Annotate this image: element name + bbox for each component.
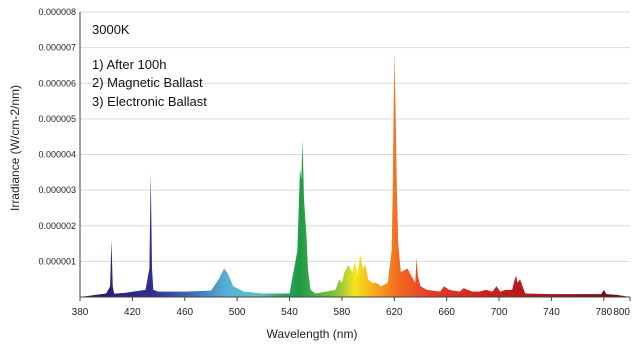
y-tick-label: 0.000001 (38, 256, 76, 266)
y-tick-label: 0.000005 (38, 114, 76, 124)
x-tick-label: 420 (124, 307, 141, 318)
x-tick-label: 460 (176, 307, 193, 318)
x-tick-label: 660 (438, 307, 455, 318)
x-tick-labels: 380 420 460 500 540 580 620 660 700 740 780 800 (72, 297, 631, 318)
y-tick-label: 0.000007 (38, 43, 76, 53)
gridlines (80, 11, 630, 262)
x-tick-label: 800 (613, 307, 630, 318)
x-axis-title: Wavelength (nm) (267, 327, 358, 341)
annotation-cct: 3000K (92, 22, 130, 37)
annotation-electronic-ballast: 3) Electronic Ballast (92, 94, 207, 109)
y-axis-title: Irradiance (W/cm-2/nm) (8, 85, 22, 211)
x-tick-label: 780 (595, 307, 612, 318)
y-tick-labels: 0.000001 0.000002 0.000003 0.000004 0.000005… (38, 7, 76, 266)
y-tick-label: 0.000004 (38, 150, 76, 160)
x-tick-label: 540 (281, 307, 298, 318)
y-tick-label: 0.000002 (38, 221, 76, 231)
x-tick-label: 580 (334, 307, 351, 318)
annotation-magnetic-ballast: 2) Magnetic Ballast (92, 75, 203, 90)
y-tick-label: 0.000003 (38, 185, 76, 195)
y-tick-label: 0.000006 (38, 78, 76, 88)
annotation-after-100h: 1) After 100h (92, 57, 166, 72)
y-tick-label: 0.000008 (38, 7, 76, 17)
x-tick-label: 500 (229, 307, 246, 318)
x-tick-label: 700 (491, 307, 508, 318)
x-tick-label: 740 (543, 307, 560, 318)
x-tick-label: 620 (386, 307, 403, 318)
x-tick-label: 380 (72, 307, 89, 318)
